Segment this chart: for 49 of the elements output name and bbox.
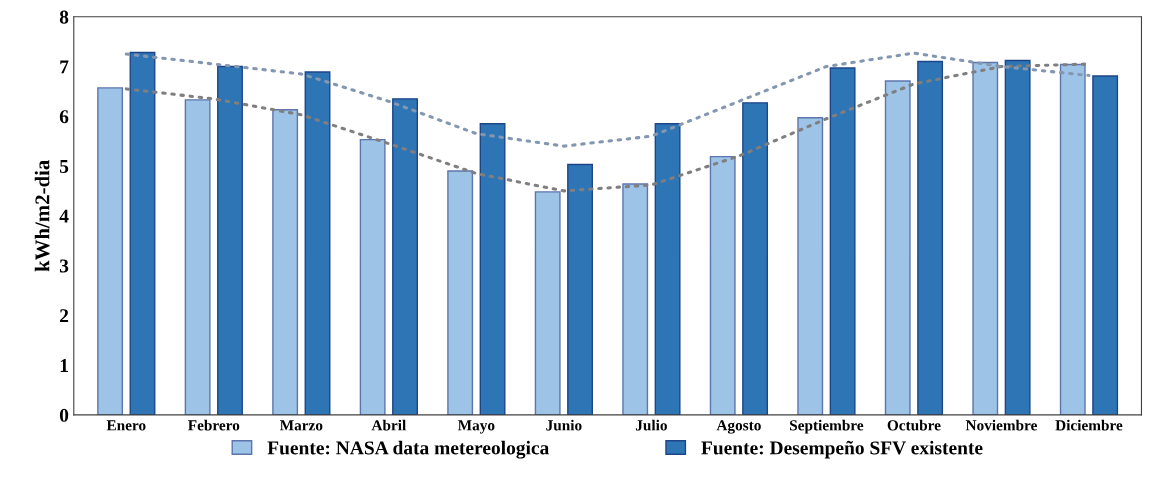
legend-label: Fuente: Desempeño SFV existente bbox=[701, 440, 983, 459]
x-tick-label: Enero bbox=[106, 420, 146, 431]
y-tick-label: 7 bbox=[60, 60, 69, 74]
bar bbox=[654, 123, 681, 415]
bar bbox=[567, 163, 594, 415]
x-tick-label: Febrero bbox=[188, 419, 240, 431]
bar bbox=[359, 138, 386, 415]
x-tick-label: Noviembre bbox=[965, 419, 1037, 431]
y-tick-label: 5 bbox=[59, 160, 69, 173]
bar bbox=[184, 99, 211, 415]
bar bbox=[709, 155, 736, 415]
bar bbox=[884, 80, 911, 415]
bar bbox=[972, 61, 999, 415]
x-tick-label: Marzo bbox=[279, 420, 323, 431]
x-tick-label: Julio bbox=[635, 419, 667, 431]
y-tick-label: 1 bbox=[60, 359, 68, 372]
bar bbox=[479, 123, 506, 415]
bar bbox=[534, 191, 561, 415]
bar bbox=[392, 98, 418, 415]
y-tick-label: 3 bbox=[59, 259, 69, 273]
bar bbox=[129, 51, 156, 415]
bar bbox=[829, 67, 856, 415]
bar bbox=[622, 183, 649, 415]
y-tick-label: 8 bbox=[59, 10, 69, 24]
y-tick-label: 4 bbox=[59, 209, 69, 223]
line-series bbox=[124, 51, 1091, 148]
bar bbox=[217, 65, 243, 415]
bar bbox=[447, 170, 474, 415]
x-tick-label: Mayo bbox=[457, 420, 495, 434]
x-tick-label: Junio bbox=[546, 419, 582, 431]
bar bbox=[1059, 63, 1086, 415]
legend-label: Fuente: NASA data metereologica bbox=[267, 440, 549, 459]
bar bbox=[97, 87, 124, 415]
x-tick-label: Octubre bbox=[887, 419, 941, 431]
bar bbox=[304, 71, 331, 415]
x-tick-label: Septiembre bbox=[790, 419, 864, 434]
bar bbox=[742, 102, 769, 415]
y-tick-label: 2 bbox=[60, 309, 69, 323]
y-tick-label: 6 bbox=[59, 110, 69, 124]
x-tick-label: Agosto bbox=[716, 420, 761, 434]
bar bbox=[917, 60, 944, 415]
x-tick-label: Diciembre bbox=[1055, 419, 1123, 431]
bar bbox=[797, 117, 824, 415]
x-tick-label: Abril bbox=[371, 419, 406, 431]
bar bbox=[272, 109, 299, 415]
y-tick-label: 0 bbox=[59, 408, 69, 422]
bar bbox=[1092, 75, 1119, 415]
y-axis-title: kWh/m2-dia bbox=[34, 159, 50, 272]
bar bbox=[1004, 59, 1031, 415]
